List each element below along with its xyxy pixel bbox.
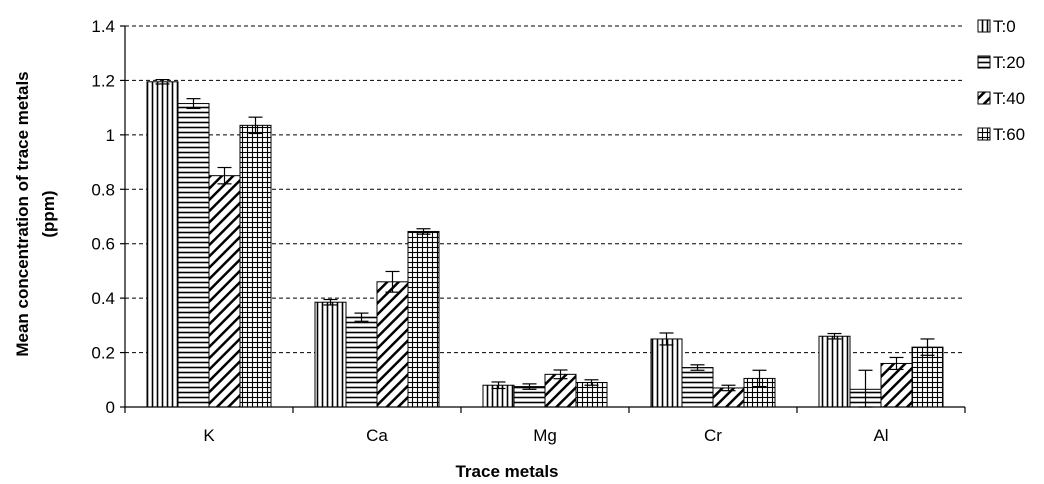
y-axis-title-line-1: Mean concentration of trace metals (13, 71, 32, 356)
y-axis-title-line-2: (ppm) (39, 190, 58, 237)
x-tick-label: Al (873, 426, 888, 445)
bar-al-t0 (818, 335, 851, 408)
y-tick-label: 1 (106, 126, 115, 145)
axes (120, 25, 966, 413)
legend: T:0 T:20 T:40 T:60 (977, 17, 1025, 144)
legend-swatch (977, 127, 991, 141)
legend-label: T:40 (993, 89, 1025, 108)
legend-label: T:20 (993, 53, 1025, 72)
bar-ca-t40 (376, 281, 409, 408)
bar-al-t60 (911, 346, 944, 408)
bar-mg-t40 (544, 373, 577, 408)
y-tick-label: 1.4 (91, 17, 115, 36)
y-tick-label: 0.4 (91, 289, 115, 308)
legend-swatch (977, 55, 991, 69)
x-tick-labels: K Ca Mg Cr Al (203, 426, 888, 445)
legend-label: T:60 (993, 125, 1025, 144)
bar-cr-t0 (650, 338, 683, 408)
bar-mg-t60 (575, 382, 608, 408)
x-tick-label: Mg (533, 426, 557, 445)
bar-ca-t20 (345, 316, 378, 408)
y-tick-label: 0.6 (91, 235, 115, 254)
y-tick-label: 1.2 (91, 71, 115, 90)
x-tick-label: K (203, 426, 215, 445)
bar-k-t0 (146, 81, 179, 408)
y-tick-labels: 0 0.2 0.4 0.6 0.8 1 1.2 1.4 (91, 17, 115, 417)
legend-swatch (977, 19, 991, 33)
bar-k-t20 (177, 103, 210, 408)
bar-k-t60 (239, 124, 272, 408)
y-tick-label: 0.8 (91, 180, 115, 199)
x-axis-title: Trace metals (455, 462, 558, 481)
x-tick-label: Cr (704, 426, 722, 445)
bar-ca-t60 (407, 230, 440, 408)
x-tick-label: Ca (366, 426, 388, 445)
bar-ca-t0 (314, 301, 347, 408)
legend-swatch (977, 91, 991, 105)
y-tick-label: 0.2 (91, 344, 115, 363)
legend-label: T:0 (993, 17, 1016, 36)
y-tick-label: 0 (106, 398, 115, 417)
bar-cr-t20 (681, 367, 714, 408)
y-axis-title: Mean concentration of trace metals (ppm) (13, 71, 58, 356)
bar-k-t40 (208, 175, 241, 408)
